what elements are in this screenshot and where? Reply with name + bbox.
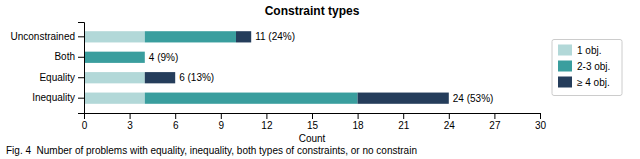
plot-area: 0 3 6 9 12 15 18 21 24 27 30 Unconstrained Both Equal…	[11, 23, 547, 132]
bar	[145, 93, 358, 104]
bar	[358, 93, 449, 104]
legend-item: 2-3 obj.	[558, 61, 610, 73]
tick-mark	[358, 113, 359, 119]
bar	[145, 72, 175, 83]
tick: 15	[307, 113, 319, 131]
x-axis-title: Count	[299, 133, 326, 144]
tick-mark	[78, 77, 84, 78]
tick-label: 24	[444, 120, 456, 131]
tick-mark	[78, 98, 84, 99]
tick-label: Inequality	[32, 92, 75, 103]
tick: Equality	[39, 72, 84, 83]
tick-mark	[449, 113, 450, 119]
series	[84, 31, 358, 104]
bar	[84, 93, 145, 104]
tick-mark	[78, 57, 84, 58]
bar	[236, 31, 251, 42]
bar	[145, 31, 236, 42]
tick-mark	[221, 113, 222, 119]
tick-label: 12	[261, 120, 273, 131]
tick: Both	[54, 51, 84, 62]
tick: 21	[398, 113, 410, 131]
legend-label: ≥ 4 obj.	[577, 77, 610, 88]
tick-label: 3	[127, 120, 133, 131]
tick: Inequality	[32, 92, 84, 103]
chart: 0 3 6 9 12 15 18 21 24 27 30 Unconstrained Both Equal…	[0, 0, 640, 159]
legend-item: ≥ 4 obj.	[558, 77, 610, 89]
tick: 9	[219, 113, 225, 131]
legend-label: 2-3 obj.	[577, 61, 610, 72]
tick-mark	[540, 113, 541, 119]
tick: 18	[353, 113, 365, 131]
tick-label: Both	[54, 51, 75, 62]
legend-label: 1 obj.	[577, 45, 601, 56]
tick-label: 27	[489, 120, 501, 131]
tick-mark	[403, 113, 404, 119]
series	[84, 31, 145, 104]
tick: 3	[127, 113, 133, 131]
bar	[84, 31, 145, 42]
legend-item: 1 obj.	[558, 45, 601, 57]
caption: Fig. 4 Number of problems with equality,…	[6, 145, 417, 156]
legend-swatch	[558, 45, 572, 56]
tick-label: 30	[535, 120, 547, 131]
y-axis: Unconstrained Both Equality Inequality	[11, 23, 85, 114]
tick: 6	[173, 113, 179, 131]
legend: 1 obj. 2-3 obj. ≥ 4 obj.	[552, 40, 622, 96]
tick-mark	[494, 113, 495, 119]
tick: 27	[489, 113, 501, 131]
legend-swatch	[558, 61, 572, 72]
total-label: 6 (13%)	[179, 72, 214, 83]
bars	[84, 31, 449, 104]
tick-label: 9	[219, 120, 225, 131]
axis-line	[85, 114, 541, 120]
tick-mark	[312, 113, 313, 119]
tick: 0	[82, 113, 88, 131]
tick-label: Equality	[39, 72, 75, 83]
tick-mark	[175, 113, 176, 119]
bar	[144, 52, 145, 63]
tick-mark	[78, 36, 84, 37]
tick-label: Unconstrained	[11, 31, 75, 42]
tick-mark	[130, 113, 131, 119]
bar	[84, 72, 145, 83]
tick-label: 21	[398, 120, 410, 131]
total-labels: 11 (24%) 4 (9%)6 (13%) 24 (53%)	[149, 31, 494, 103]
tick: 30	[535, 113, 547, 131]
tick: Unconstrained	[11, 31, 84, 42]
x-axis: 0 3 6 9 12 15 18 21 24 27 30	[82, 113, 547, 131]
tick-label: 15	[307, 120, 319, 131]
axis-line	[78, 23, 85, 114]
tick-label: 6	[173, 120, 179, 131]
series	[145, 31, 449, 104]
tick: 12	[261, 113, 273, 131]
bar	[84, 52, 145, 63]
title: Constraint types	[265, 4, 360, 18]
tick-label: 18	[353, 120, 365, 131]
legend-swatch	[558, 77, 572, 88]
tick-label: 0	[82, 120, 88, 131]
total-label: 4 (9%)	[149, 52, 178, 63]
tick-mark	[266, 113, 267, 119]
total-label: 11 (24%)	[255, 31, 295, 42]
total-label: 24 (53%)	[453, 93, 494, 104]
tick: 24	[444, 113, 456, 131]
legend-frame	[552, 40, 622, 96]
